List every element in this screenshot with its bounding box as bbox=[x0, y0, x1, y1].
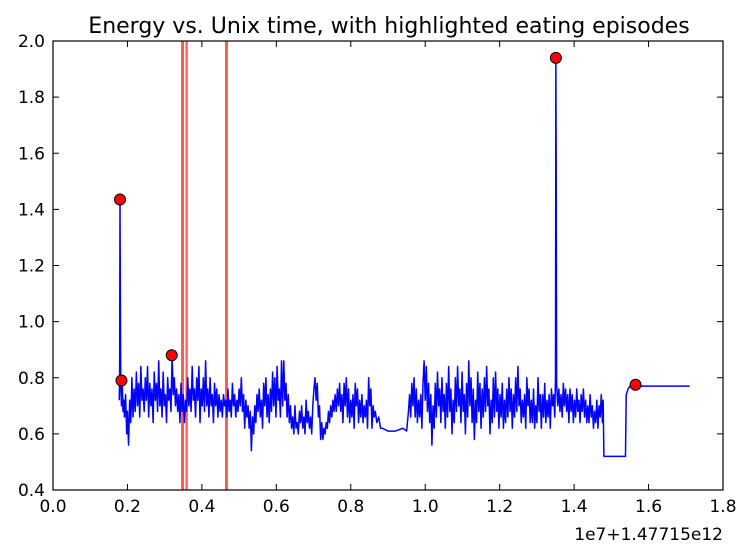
chart-title: Energy vs. Unix time, with highlighted e… bbox=[88, 14, 689, 39]
x-tick-label: 0.4 bbox=[188, 497, 215, 517]
y-tick-label: 1.6 bbox=[18, 144, 45, 164]
eating-episode-highlights bbox=[181, 41, 228, 490]
marker-point-1 bbox=[115, 374, 128, 387]
x-tick-label: 1.8 bbox=[709, 497, 736, 517]
x-axis: 0.0 0.2 0.4 0.6 0.8 1.0 1.2 1.4 1.6 1.8 bbox=[39, 41, 737, 517]
y-tick-label: 1.8 bbox=[18, 88, 45, 108]
y-tick-label: 1.0 bbox=[18, 313, 45, 333]
marker-point-2 bbox=[165, 349, 178, 362]
y-tick-label: 2.0 bbox=[18, 32, 45, 52]
y-tick-label: 1.4 bbox=[18, 200, 45, 220]
x-tick-label: 0.6 bbox=[263, 497, 290, 517]
series-line-0 bbox=[118, 57, 690, 458]
y-tick-label: 0.4 bbox=[18, 481, 45, 501]
highlight-band-0 bbox=[181, 41, 185, 490]
marker-point-4 bbox=[629, 378, 642, 391]
x-tick-label: 1.0 bbox=[412, 497, 439, 517]
y-tick-label: 0.8 bbox=[18, 369, 45, 389]
highlight-band-1 bbox=[185, 41, 188, 490]
x-tick-label: 0.0 bbox=[39, 497, 66, 517]
highlight-markers bbox=[114, 51, 642, 391]
x-tick-label: 1.2 bbox=[486, 497, 513, 517]
x-tick-label: 0.8 bbox=[337, 497, 364, 517]
x-tick-label: 0.2 bbox=[114, 497, 141, 517]
y-tick-label: 0.6 bbox=[18, 425, 45, 445]
marker-point-3 bbox=[549, 51, 562, 64]
x-tick-label: 1.6 bbox=[635, 497, 662, 517]
x-axis-offset-label: 1e7+1.47715e12 bbox=[574, 525, 723, 545]
highlight-band-2 bbox=[224, 41, 228, 490]
y-tick-label: 1.2 bbox=[18, 257, 45, 277]
marker-point-0 bbox=[114, 193, 126, 206]
energy-series bbox=[118, 57, 690, 458]
y-axis: 0.4 0.6 0.8 1.0 1.2 1.4 1.6 1.8 2.0 bbox=[18, 32, 723, 501]
x-tick-label: 1.4 bbox=[561, 497, 588, 517]
